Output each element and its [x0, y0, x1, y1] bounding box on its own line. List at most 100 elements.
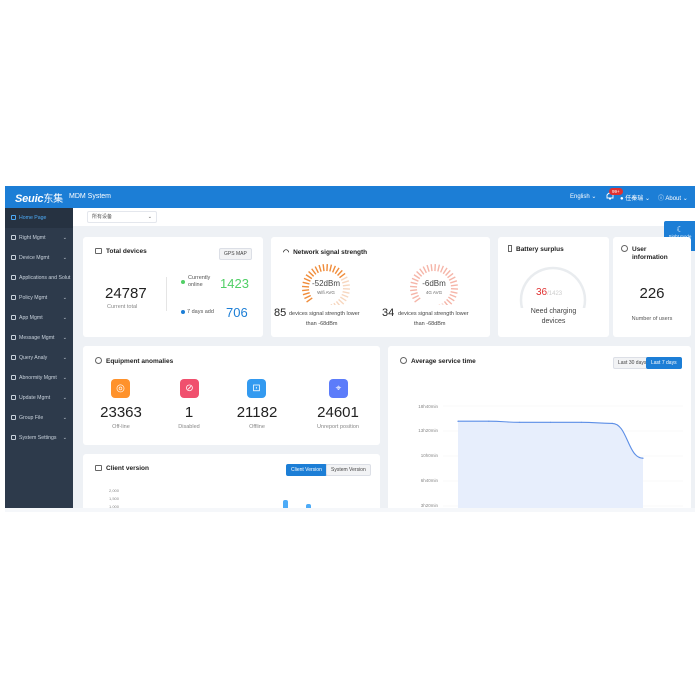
data-point	[580, 421, 582, 423]
gauge-tick	[305, 274, 313, 280]
language-select[interactable]: English ⌄	[570, 193, 596, 200]
sidebar-item-system-settings[interactable]: System Settings ⌄	[5, 428, 73, 448]
gauge-tick	[410, 292, 418, 296]
anomaly-unreport-label[interactable]: Unreport position	[317, 424, 359, 430]
gauge-tick	[447, 272, 454, 279]
user-menu[interactable]: ● 任秦瑞 ⌄	[620, 193, 650, 202]
gauge-tick	[412, 294, 420, 300]
data-point	[519, 421, 521, 423]
y-tick-label: 13h20min	[418, 428, 438, 433]
chevron-down-icon: ⌄	[62, 375, 67, 381]
gauge-tick	[437, 264, 441, 272]
gauge-tick	[330, 303, 333, 305]
version-bar	[283, 500, 288, 512]
message-icon	[11, 335, 16, 340]
sidebar-item-app-mgmt[interactable]: App Mgmt ⌄	[5, 308, 73, 328]
online-dot	[181, 280, 185, 284]
equipment-anomalies-card: Equipment anomalies ◎ 23363 Off-line ⊘ 1…	[83, 346, 380, 445]
gauge-tick	[335, 300, 341, 305]
anomaly-offline2-label[interactable]: Offline	[249, 424, 265, 430]
gauge-tick	[445, 269, 451, 277]
gauge-tick	[450, 284, 458, 287]
divider	[166, 277, 167, 311]
sidebar-item-right-mgmt[interactable]: Right Mgmt ⌄	[5, 228, 73, 248]
exit-icon: ⊡	[247, 379, 266, 398]
sidebar-item-abnormity-mgmt[interactable]: Abnormity Mgmt ⌄	[5, 368, 73, 388]
client-version-button[interactable]: Client Version	[286, 464, 327, 476]
sidebar-item-applications[interactable]: Applications and Solut	[5, 268, 73, 288]
system-version-button[interactable]: System Version	[326, 464, 371, 476]
client-version-card: Client version Client Version System Ver…	[83, 454, 380, 512]
last-7-days-button[interactable]: Last 7 days	[646, 357, 682, 369]
gauge-tick	[442, 267, 448, 275]
client-version-title-text: Client version	[106, 465, 149, 472]
apps-icon	[11, 275, 16, 280]
y-tick-label: 1,500	[109, 496, 120, 501]
y-tick-label: 3h20min	[421, 503, 439, 508]
user-info-title-1: User	[632, 246, 647, 253]
chevron-down-icon: ⌄	[62, 435, 67, 441]
logo[interactable]: Seuic东集	[15, 190, 63, 205]
sidebar-item-policy-mgmt[interactable]: Policy Mgmt ⌄	[5, 288, 73, 308]
sidebar-item-message-mgmt[interactable]: Message Mgmt ⌄	[5, 328, 73, 348]
wifi-avg-value: -52dBm	[311, 279, 340, 288]
gauge-tick	[441, 302, 444, 305]
notification-badge: 99+	[609, 188, 623, 195]
gauge-tick	[414, 297, 421, 303]
sidebar-item-group-file[interactable]: Group File ⌄	[5, 408, 73, 428]
gps-map-button[interactable]: GPS MAP	[219, 248, 252, 260]
about-menu[interactable]: ⓘ About ⌄	[658, 193, 688, 202]
gauge-tick	[413, 274, 421, 280]
about-label: About	[665, 196, 682, 202]
anomalies-title-text: Equipment anomalies	[106, 358, 174, 365]
gauge-tick	[342, 290, 350, 294]
policy-icon	[11, 295, 16, 300]
added-label: 7 days add	[187, 309, 214, 315]
sidebar-item-update-mgmt[interactable]: Update Mgmt ⌄	[5, 388, 73, 408]
data-point	[642, 457, 644, 459]
gauge-tick	[306, 297, 313, 303]
folder-icon	[11, 415, 16, 420]
sidebar-item-device-mgmt[interactable]: Device Mgmt ⌄	[5, 248, 73, 268]
device-filter-select[interactable]: 所有设备 ⌄	[87, 211, 157, 223]
gauge-tick	[333, 302, 336, 305]
anomaly-offline-value: 23363	[100, 404, 142, 421]
key-icon	[11, 235, 16, 240]
gauge-tick	[338, 298, 345, 305]
gauge-tick	[302, 292, 310, 296]
chevron-down-icon: ⌄	[644, 196, 651, 202]
moon-icon: ☾	[676, 225, 684, 234]
gauge-tick	[329, 264, 333, 272]
battery-gauge-track	[519, 266, 587, 308]
sidebar-item-home[interactable]: Home Page	[5, 208, 73, 228]
4g-signal-gauge	[410, 263, 459, 305]
gauge-tick	[449, 293, 457, 298]
gauge-tick	[447, 296, 455, 302]
total-devices-title: Total devices	[95, 248, 147, 255]
gauge-tick	[311, 268, 317, 275]
user-count-label: Number of users	[631, 316, 673, 322]
app-icon	[11, 315, 16, 320]
sidebar-item-label: Right Mgmt	[19, 235, 46, 241]
battery-total: /1423	[547, 291, 563, 297]
4g-weak-count: 34	[382, 307, 395, 319]
gauge-tick	[443, 300, 449, 305]
gauge-tick	[416, 270, 423, 277]
anomaly-disabled-label[interactable]: Disabled	[178, 424, 200, 430]
device-filter-value: 所有设备	[92, 214, 113, 220]
battery-title: Battery surplus	[508, 245, 564, 253]
anomaly-offline2-value: 21182	[236, 404, 278, 421]
chevron-down-icon: ⌄	[62, 235, 67, 241]
y-tick-label: 1,000	[109, 504, 120, 509]
battery-value: 36	[536, 287, 548, 298]
language-label: English	[570, 194, 590, 200]
sidebar-item-label: Abnormity Mgmt	[19, 375, 57, 381]
system-name: MDM System	[69, 193, 111, 200]
network-signal-card: ◠ Network signal strength -52dBm Wifi AVG…	[271, 237, 490, 337]
sidebar-item-query-analy[interactable]: Query Analy ⌄	[5, 348, 73, 368]
anomaly-offline-label[interactable]: Off-line	[112, 424, 130, 430]
total-devices-value: 24787	[105, 285, 147, 302]
alert-icon	[11, 375, 16, 380]
gauge-tick	[426, 264, 430, 272]
username: 任秦瑞	[625, 196, 644, 202]
